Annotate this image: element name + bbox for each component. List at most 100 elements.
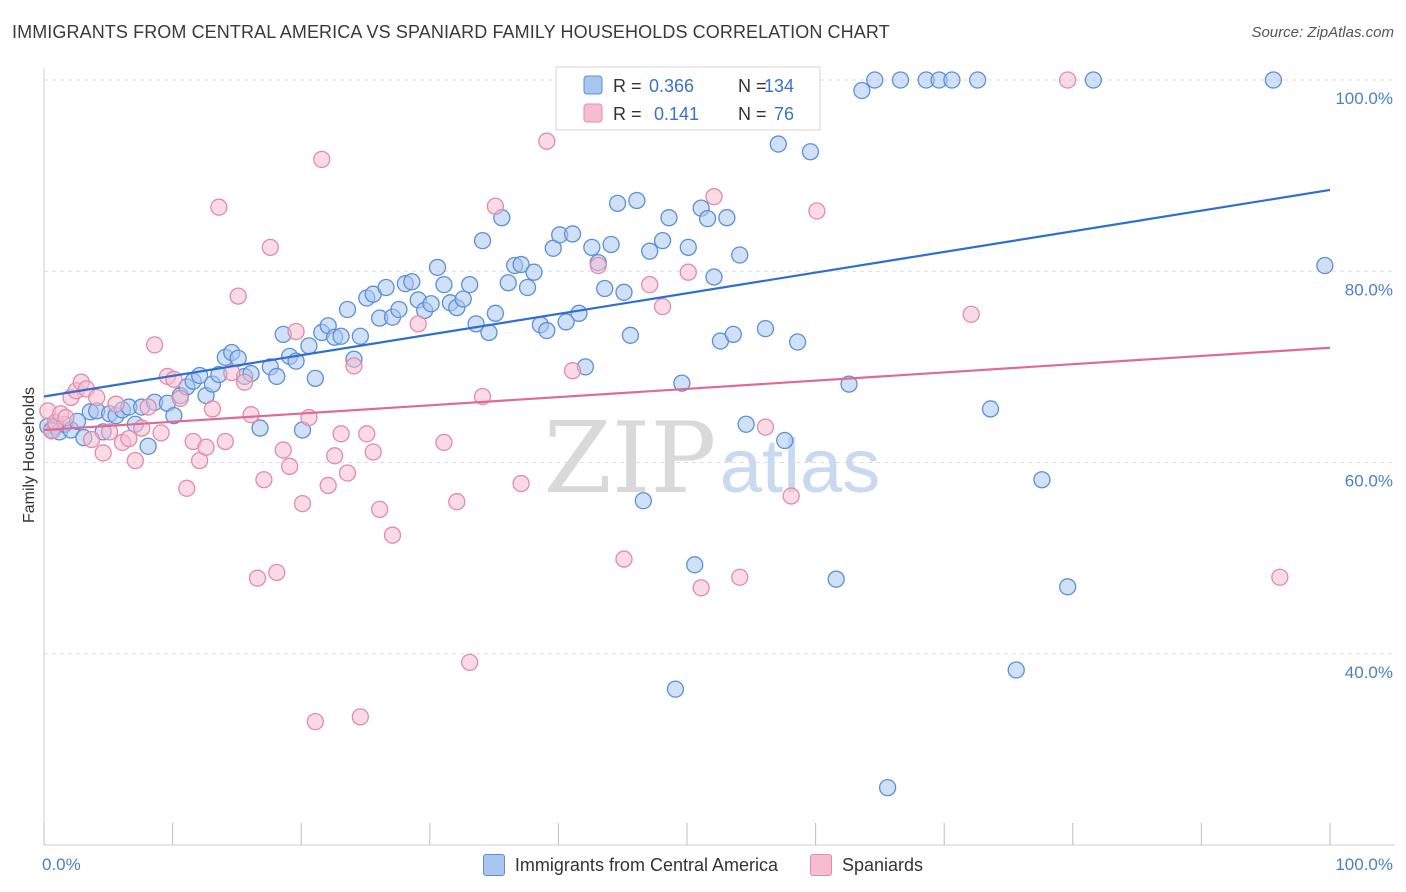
- point-spaniards: [962, 305, 980, 323]
- point-spaniards: [261, 238, 279, 256]
- point-spaniards: [692, 579, 710, 597]
- point-spaniards: [409, 315, 427, 333]
- point-spaniards: [287, 322, 305, 341]
- point-spaniards: [203, 400, 222, 418]
- point-central-america: [666, 680, 685, 698]
- point-spaniards: [808, 202, 826, 220]
- trend-line-central-america: [43, 188, 1331, 398]
- point-spaniards: [383, 526, 402, 544]
- point-spaniards: [435, 433, 453, 452]
- point-spaniards: [313, 150, 331, 169]
- point-spaniards: [120, 429, 138, 448]
- point-central-america: [306, 369, 324, 388]
- point-spaniards: [242, 406, 260, 424]
- point-spaniards: [345, 357, 363, 375]
- point-central-america: [679, 238, 697, 256]
- point-spaniards: [171, 389, 189, 408]
- y-axis-label: Family Households: [21, 387, 38, 523]
- point-central-america: [499, 274, 517, 292]
- point-spaniards: [332, 425, 350, 443]
- legend-n-label-1: N =: [738, 104, 767, 124]
- point-central-america: [1316, 256, 1334, 275]
- trend-lines: [43, 188, 1331, 432]
- point-central-america: [801, 143, 820, 161]
- point-spaniards: [306, 712, 324, 731]
- point-central-america: [251, 419, 269, 437]
- point-central-america: [686, 556, 704, 574]
- point-central-america: [428, 258, 447, 277]
- point-spaniards: [82, 430, 101, 449]
- legend-swatch-spaniards: [810, 854, 832, 876]
- point-spaniards: [248, 569, 267, 587]
- point-central-america: [737, 415, 755, 433]
- point-central-america: [473, 231, 492, 250]
- point-central-america: [628, 191, 646, 210]
- point-spaniards: [178, 479, 196, 497]
- point-spaniards: [370, 500, 389, 519]
- point-spaniards: [223, 363, 241, 382]
- point-spaniards: [126, 451, 144, 470]
- point-spaniards: [210, 198, 228, 216]
- point-central-america: [776, 431, 794, 450]
- point-spaniards: [255, 471, 273, 489]
- point-central-america: [724, 325, 742, 344]
- point-central-america: [525, 263, 543, 281]
- point-spaniards: [358, 425, 376, 443]
- point-spaniards: [473, 387, 492, 406]
- point-central-america: [840, 375, 858, 393]
- point-central-america: [403, 273, 421, 291]
- point-spaniards: [679, 263, 697, 281]
- point-central-america: [615, 283, 633, 301]
- chart-title: IMMIGRANTS FROM CENTRAL AMERICA VS SPANI…: [12, 22, 890, 42]
- point-central-america: [866, 71, 884, 89]
- point-central-america: [853, 81, 871, 100]
- legend-label-spaniards: Spaniards: [842, 854, 924, 875]
- y-tick-label: 100.0%: [1335, 89, 1393, 108]
- point-spaniards: [274, 441, 292, 459]
- point-spaniards: [1059, 71, 1077, 89]
- watermark-zip: ZIP: [544, 402, 717, 516]
- point-spaniards: [338, 464, 357, 482]
- point-central-america: [512, 255, 530, 274]
- point-spaniards: [364, 443, 382, 461]
- point-central-america: [878, 778, 897, 797]
- legend-n-label-0: N =: [738, 76, 767, 96]
- point-central-america: [583, 238, 601, 256]
- point-central-america: [332, 327, 350, 345]
- point-spaniards: [641, 275, 659, 294]
- point-spaniards: [782, 487, 800, 505]
- point-central-america: [422, 295, 440, 313]
- point-central-america: [827, 570, 845, 588]
- legend-n-value-0: 134: [764, 76, 794, 96]
- point-spaniards: [293, 494, 312, 513]
- point-central-america: [653, 231, 672, 250]
- data-points: [39, 71, 1334, 797]
- point-central-america: [390, 300, 408, 319]
- point-spaniards: [615, 550, 633, 568]
- point-spaniards: [448, 493, 466, 511]
- point-spaniards: [538, 132, 556, 150]
- point-spaniards: [88, 388, 106, 407]
- point-central-america: [602, 235, 620, 254]
- axes: [43, 68, 1395, 846]
- point-spaniards: [57, 408, 75, 427]
- tick-labels: 40.0% 60.0% 80.0% 100.0% 0.0% 100.0%: [42, 89, 1393, 874]
- source-label: Source: ZipAtlas.com: [1251, 24, 1394, 41]
- point-spaniards: [319, 476, 337, 495]
- point-central-america: [165, 406, 183, 425]
- point-spaniards: [229, 287, 247, 305]
- legend-r-label-0: R =: [613, 76, 642, 96]
- point-central-america: [634, 492, 652, 510]
- point-central-america: [756, 319, 775, 338]
- point-central-america: [641, 242, 659, 260]
- y-tick-label: 80.0%: [1345, 280, 1393, 299]
- point-spaniards: [461, 653, 479, 672]
- legend-item-central-america: Immigrants from Central America: [482, 854, 778, 876]
- point-central-america: [377, 278, 395, 297]
- point-spaniards: [145, 336, 164, 354]
- point-central-america: [1084, 71, 1103, 89]
- point-central-america: [943, 71, 961, 89]
- legend-r-value-0: 0.366: [649, 76, 694, 96]
- point-spaniards: [589, 256, 607, 275]
- y-tick-label: 40.0%: [1345, 663, 1393, 682]
